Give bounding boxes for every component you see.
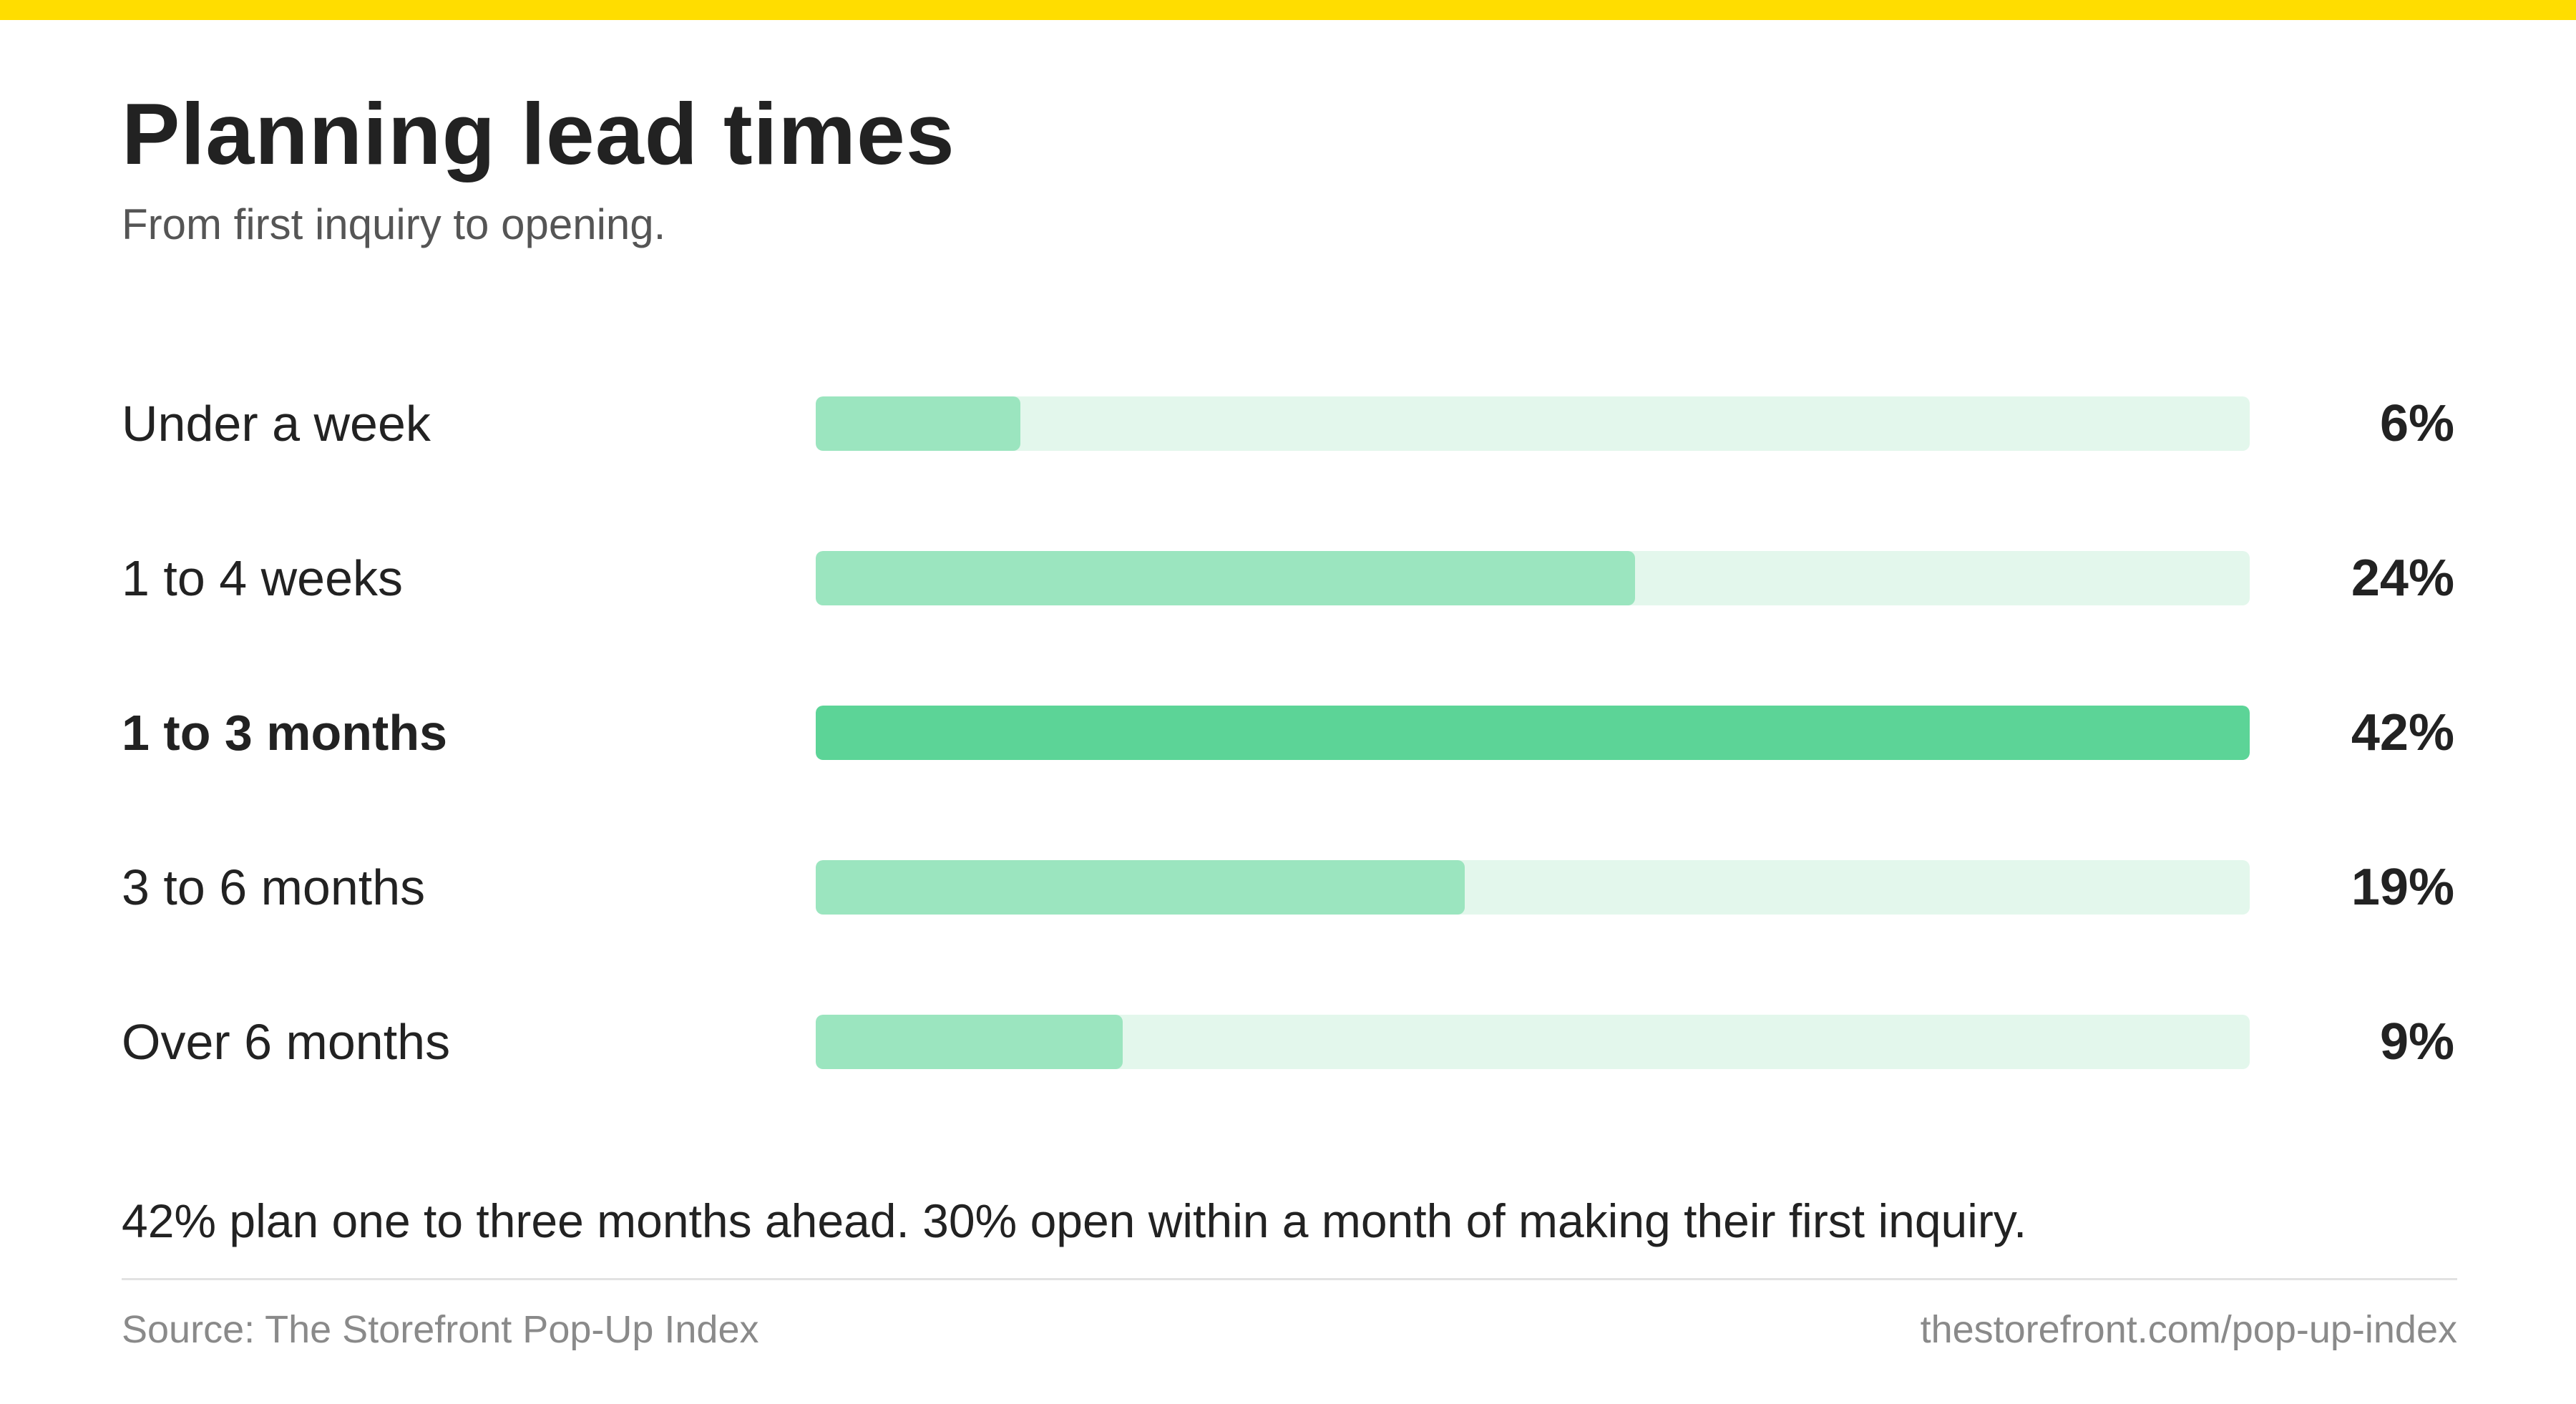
bar-track	[816, 860, 2250, 915]
bar	[816, 1015, 1123, 1069]
bar	[816, 860, 1465, 915]
bar-row: 1 to 4 weeks 24%	[0, 550, 2576, 607]
bar-row: 1 to 3 months 42%	[0, 704, 2576, 761]
bar-row: 3 to 6 months 19%	[0, 859, 2576, 916]
category-label: 1 to 3 months	[122, 705, 448, 761]
category-label: 3 to 6 months	[122, 859, 426, 915]
bar-track	[816, 706, 2250, 760]
value-label: 9%	[2379, 1013, 2454, 1071]
bar-row: Over 6 months 9%	[0, 1013, 2576, 1071]
chart-subtitle: From first inquiry to opening.	[122, 200, 666, 248]
bar-track	[816, 1015, 2250, 1069]
bar	[816, 396, 1020, 451]
bar	[816, 551, 1635, 605]
source-link[interactable]: thestorefront.com/pop-up-index	[1920, 1308, 2457, 1351]
bar	[816, 706, 2250, 760]
chart-title: Planning lead times	[122, 85, 955, 182]
category-label: Over 6 months	[122, 1014, 451, 1070]
value-label: 24%	[2351, 550, 2454, 607]
source-note: Source: The Storefront Pop-Up Index	[122, 1308, 759, 1351]
value-label: 19%	[2351, 859, 2454, 916]
bar-row: Under a week 6%	[0, 395, 2576, 452]
bar-track	[816, 551, 2250, 605]
chart-takeaway: 42% plan one to three months ahead. 30% …	[122, 1194, 2027, 1247]
value-label: 6%	[2379, 395, 2454, 452]
category-label: 1 to 4 weeks	[122, 550, 403, 606]
footer-divider	[122, 1278, 2457, 1280]
value-label: 42%	[2351, 704, 2454, 761]
accent-band	[0, 0, 2576, 20]
category-label: Under a week	[122, 396, 431, 452]
bar-track	[816, 396, 2250, 451]
